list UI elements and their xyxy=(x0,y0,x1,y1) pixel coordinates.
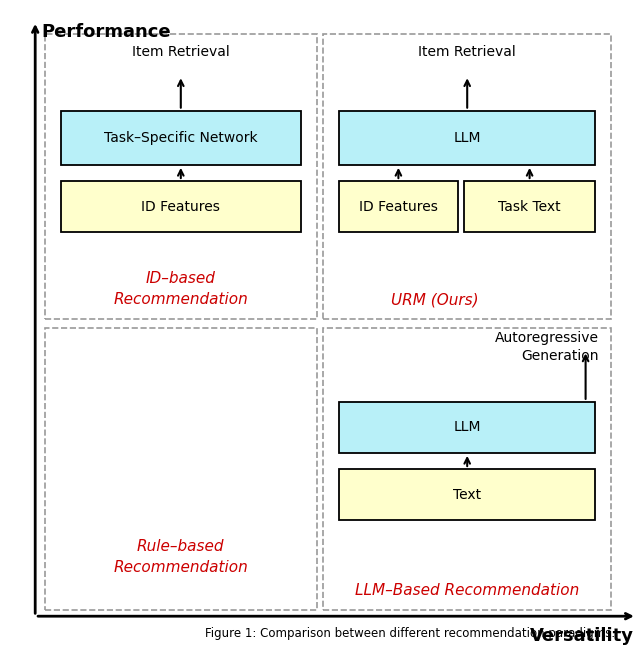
Text: Versatility: Versatility xyxy=(530,627,634,645)
FancyBboxPatch shape xyxy=(339,181,458,232)
Bar xyxy=(45,34,317,318)
Text: LLM–Based Recommendation: LLM–Based Recommendation xyxy=(355,583,579,598)
Text: Performance: Performance xyxy=(42,23,172,41)
Text: Task–Specific Network: Task–Specific Network xyxy=(104,131,258,145)
Text: LLM: LLM xyxy=(454,131,481,145)
FancyBboxPatch shape xyxy=(339,402,595,453)
Bar xyxy=(323,34,611,318)
FancyBboxPatch shape xyxy=(339,111,595,165)
Bar xyxy=(45,328,317,610)
Text: Task Text: Task Text xyxy=(499,200,561,214)
Text: Autoregressive
Generation: Autoregressive Generation xyxy=(494,332,598,363)
FancyBboxPatch shape xyxy=(61,181,301,232)
Text: Item Retrieval: Item Retrieval xyxy=(419,46,516,59)
Text: URM (Ours): URM (Ours) xyxy=(392,292,479,307)
Text: Text: Text xyxy=(453,488,481,502)
Text: ID Features: ID Features xyxy=(141,200,220,214)
Text: Figure 1: Comparison between different recommendation paradigms.: Figure 1: Comparison between different r… xyxy=(205,627,615,640)
FancyBboxPatch shape xyxy=(61,111,301,165)
FancyBboxPatch shape xyxy=(464,181,595,232)
Text: LLM: LLM xyxy=(454,421,481,434)
Text: Item Retrieval: Item Retrieval xyxy=(132,46,230,59)
Bar xyxy=(323,328,611,610)
Text: Rule–based
Recommendation: Rule–based Recommendation xyxy=(113,539,248,575)
Text: ID Features: ID Features xyxy=(359,200,438,214)
FancyBboxPatch shape xyxy=(339,469,595,520)
Text: ID–based
Recommendation: ID–based Recommendation xyxy=(113,271,248,307)
